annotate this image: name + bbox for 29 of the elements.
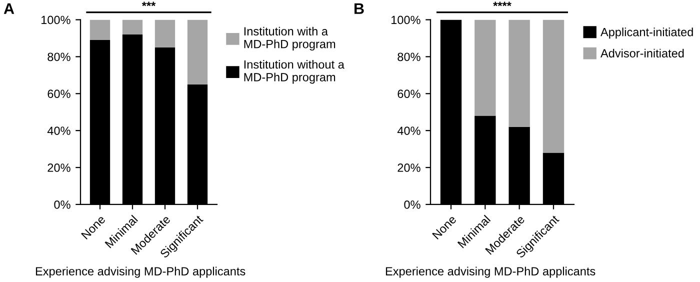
legend-label: Institution without a MD-PhD program <box>244 60 344 84</box>
bar <box>542 20 564 153</box>
y-tick-label: 40% <box>47 126 70 135</box>
x-axis-title: Experience advising MD-PhD applicants <box>386 266 596 278</box>
y-tick-label: 100% <box>391 16 420 24</box>
y-tick-label: 20% <box>398 164 420 172</box>
bar <box>90 20 110 40</box>
x-axis-title: Experience advising MD-PhD applicants <box>36 266 246 278</box>
y-tick-label: 60% <box>398 90 420 98</box>
y-tick-label: 100% <box>41 16 70 24</box>
y-tick-label: 40% <box>397 126 420 135</box>
y-tick-label: 80% <box>48 52 70 62</box>
legend-label: Advisor-initiated <box>600 48 684 58</box>
bar <box>474 20 496 116</box>
bar <box>122 20 143 35</box>
y-tick-label: 80% <box>398 52 420 62</box>
chart-title: A <box>4 3 14 14</box>
bar <box>187 20 208 84</box>
legend-label: Applicant-initiated <box>600 28 693 39</box>
text: *** <box>142 2 156 6</box>
text: **** <box>493 2 512 6</box>
bar <box>508 20 530 127</box>
y-tick-label: 0% <box>404 200 420 209</box>
y-tick-label: 0% <box>54 200 70 209</box>
chart-title: B <box>354 3 364 14</box>
y-tick-label: 20% <box>48 164 70 172</box>
bar <box>154 20 176 48</box>
legend-label: Institution with a MD-PhD program <box>244 26 336 51</box>
y-tick-label: 60% <box>48 90 70 98</box>
